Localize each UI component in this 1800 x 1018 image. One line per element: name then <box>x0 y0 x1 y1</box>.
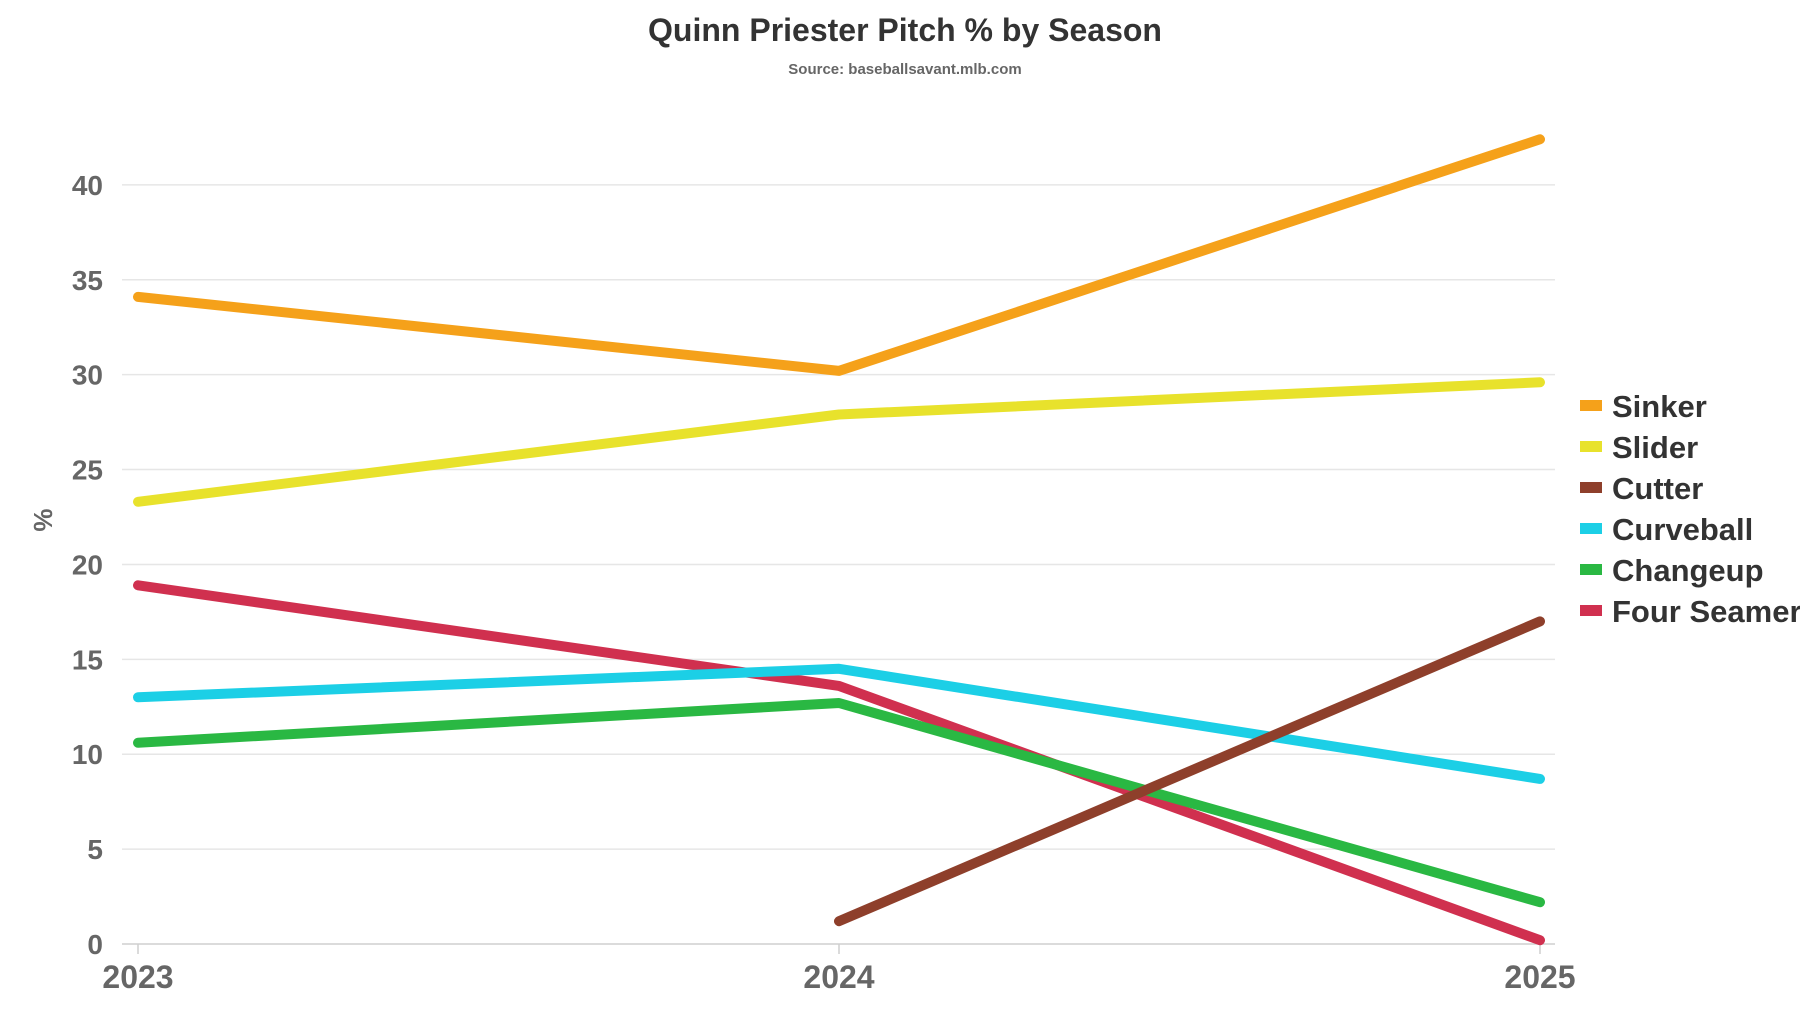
legend-label-curveball: Curveball <box>1612 512 1753 547</box>
y-tick-label: 0 <box>87 929 103 960</box>
legend-label-slider: Slider <box>1612 430 1698 465</box>
y-tick-label: 20 <box>72 549 103 580</box>
gridlines <box>122 184 1555 945</box>
y-tick-label: 30 <box>72 360 103 391</box>
y-tick-label: 25 <box>72 455 103 486</box>
legend-swatch-changeup <box>1580 564 1602 575</box>
legend-label-changeup: Changeup <box>1612 553 1764 588</box>
series-line-slider <box>133 377 1545 507</box>
x-tick-label: 2025 <box>1504 959 1575 995</box>
legend-label-cutter: Cutter <box>1612 471 1703 506</box>
legend-label-sinker: Sinker <box>1612 389 1707 424</box>
x-tick-label: 2024 <box>803 959 874 995</box>
series-line-curveball <box>133 663 1545 784</box>
y-tick-label: 5 <box>87 834 103 865</box>
series-line-cutter <box>834 616 1545 927</box>
legend-label-four-seamer: Four Seamer <box>1612 594 1800 629</box>
x-tick-label: 2023 <box>102 959 173 995</box>
x-axis-ticks: 2023 2024 2025 <box>102 944 1576 995</box>
y-tick-label: 15 <box>72 644 103 675</box>
legend-swatch-four-seamer <box>1580 605 1602 616</box>
series-line-four-seamer <box>133 580 1545 946</box>
y-tick-label: 40 <box>72 170 103 201</box>
legend: Sinker Slider Cutter Curveball Changeup Four … <box>1580 389 1800 629</box>
chart-subtitle: Source: baseballsavant.mlb.com <box>788 61 1021 78</box>
series-lines <box>133 134 1545 946</box>
series-line-sinker <box>133 134 1545 376</box>
legend-swatch-sinker <box>1580 400 1602 411</box>
legend-swatch-slider <box>1580 441 1602 452</box>
y-axis-ticks: 0 5 10 15 20 25 30 35 40 <box>72 170 103 960</box>
legend-swatch-cutter <box>1580 482 1602 493</box>
legend-swatch-curveball <box>1580 523 1602 534</box>
series-line-changeup <box>133 698 1545 908</box>
y-tick-label: 10 <box>72 739 103 770</box>
y-tick-label: 35 <box>72 265 103 296</box>
y-axis-label: % <box>28 508 58 531</box>
chart-title: Quinn Priester Pitch % by Season <box>648 12 1162 48</box>
